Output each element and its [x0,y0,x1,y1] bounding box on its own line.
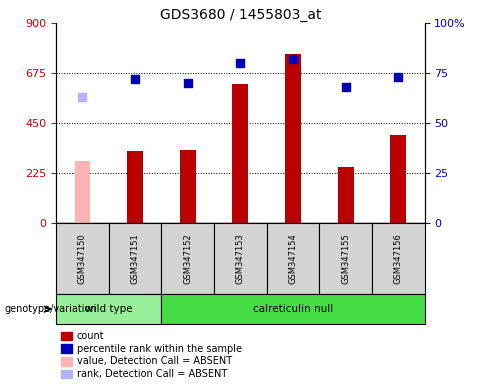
Bar [319,223,372,294]
Bar [266,223,319,294]
Text: GSM347153: GSM347153 [236,233,245,284]
Point [289,56,297,62]
Text: GSM347156: GSM347156 [394,233,403,284]
Text: GSM347150: GSM347150 [78,233,87,284]
Text: GSM347151: GSM347151 [131,233,140,284]
Text: GSM347154: GSM347154 [288,233,298,284]
Bar [56,294,162,324]
Bar [338,167,353,223]
Bar [56,223,109,294]
Text: percentile rank within the sample: percentile rank within the sample [77,344,242,354]
Point [394,74,402,80]
Bar [127,151,143,223]
Text: count: count [77,331,104,341]
Text: calreticulin null: calreticulin null [253,304,333,314]
Text: genotype/variation: genotype/variation [5,304,98,314]
Text: value, Detection Call = ABSENT: value, Detection Call = ABSENT [77,356,232,366]
Point [342,84,349,90]
Text: rank, Detection Call = ABSENT: rank, Detection Call = ABSENT [77,369,227,379]
Point [184,80,192,86]
Text: GSM347152: GSM347152 [183,233,192,284]
Text: GSM347155: GSM347155 [341,233,350,284]
Point [79,94,86,100]
Bar [232,84,248,223]
Bar [214,223,266,294]
Point [237,60,244,66]
Text: wild type: wild type [85,304,133,314]
Bar [285,54,301,223]
Bar [162,294,425,324]
Bar [162,223,214,294]
Point [131,76,139,82]
Bar [180,149,196,223]
Bar [390,135,406,223]
Title: GDS3680 / 1455803_at: GDS3680 / 1455803_at [160,8,321,22]
Bar [109,223,162,294]
Bar [372,223,425,294]
Bar [75,161,90,223]
